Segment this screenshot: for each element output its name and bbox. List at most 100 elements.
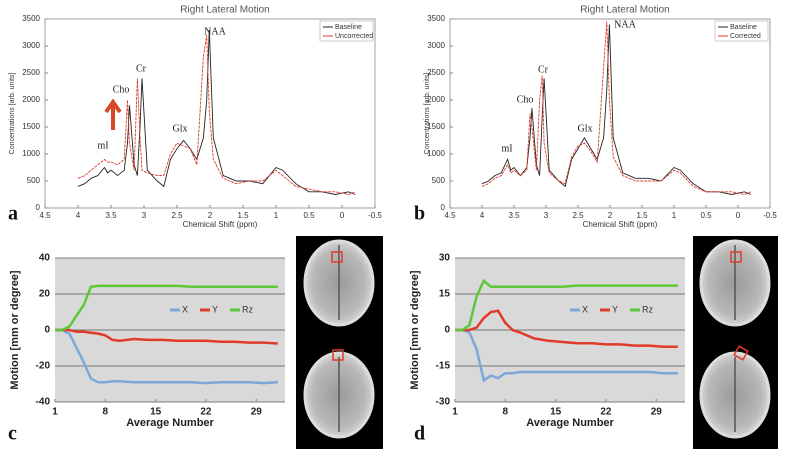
series-line [481, 21, 751, 195]
peak-label: Glx [578, 123, 593, 134]
series-line [55, 328, 278, 385]
legend-box [319, 20, 374, 42]
x-tick-label: 0 [736, 211, 741, 220]
y-tick-label: -20 [36, 361, 51, 372]
peak-label: Glx [173, 123, 188, 134]
y-tick-label: 3500 [22, 14, 40, 23]
panel-label: d [414, 423, 425, 445]
series-line [455, 278, 678, 332]
y-tick-label: 0 [44, 325, 50, 336]
y-tick-label: 15 [439, 289, 451, 300]
mri-images-d [693, 236, 778, 449]
series-line [481, 24, 751, 195]
peak-label: Cr [538, 64, 549, 75]
peak-label: NAA [204, 26, 226, 37]
y-tick-label: 0 [444, 325, 450, 336]
y-tick-label: 1500 [22, 122, 40, 131]
x-tick-label: 0 [340, 211, 345, 220]
legend-label: Baseline [335, 24, 362, 31]
chart-title: Right Lateral Motion [180, 5, 270, 16]
legend-label: Baseline [730, 24, 757, 31]
y-tick-label: 3000 [427, 41, 445, 50]
x-tick-label: 8 [103, 407, 109, 418]
peak-label: mI [97, 140, 108, 151]
y-tick-label: 2500 [22, 68, 40, 77]
x-tick-label: 3.5 [105, 211, 117, 220]
y-tick-label: 0 [36, 203, 41, 212]
peak-label: Cho [113, 84, 130, 95]
x-tick-label: 2 [608, 211, 613, 220]
y-axis-label: Motion [mm or degree] [9, 270, 21, 390]
x-tick-label: 0.5 [303, 211, 315, 220]
y-tick-label: 500 [432, 176, 446, 185]
series-line [77, 35, 356, 195]
legend-label: Y [212, 304, 218, 314]
panel-label: c [8, 423, 17, 445]
panel-label: a [8, 203, 18, 225]
y-tick-label: 30 [439, 253, 451, 264]
y-tick-label: 1000 [427, 149, 445, 158]
y-tick-label: -40 [36, 397, 51, 408]
y-tick-label: 1500 [427, 122, 445, 131]
x-axis-label: Chemical Shift (ppm) [583, 220, 658, 229]
x-tick-label: 22 [600, 407, 612, 418]
x-tick-label: 8 [503, 407, 509, 418]
x-tick-label: 15 [150, 407, 162, 418]
legend-label: Y [612, 304, 618, 314]
y-tick-label: 2000 [427, 95, 445, 104]
y-tick-label: 3500 [427, 14, 445, 23]
legend-label: Rz [242, 304, 253, 314]
x-tick-label: 1 [274, 211, 279, 220]
y-tick-label: 500 [27, 176, 41, 185]
peak-label: Cho [517, 94, 534, 105]
x-axis-label: Chemical Shift (ppm) [183, 220, 258, 229]
x-tick-label: 2.5 [171, 211, 183, 220]
y-tick-label: 20 [39, 289, 51, 300]
legend-label: Uncorrected [335, 33, 373, 40]
x-tick-label: 3 [544, 211, 549, 220]
x-tick-label: 4 [480, 211, 485, 220]
x-tick-label: 2 [208, 211, 213, 220]
peak-label: mI [501, 143, 512, 154]
x-tick-label: 29 [651, 407, 663, 418]
series-line [55, 284, 278, 332]
x-tick-label: 15 [550, 407, 562, 418]
x-tick-label: 1 [672, 211, 677, 220]
x-tick-label: 1 [452, 407, 458, 418]
mri-images-c [296, 236, 383, 449]
legend-label: X [582, 304, 588, 314]
x-tick-label: 3 [142, 211, 147, 220]
y-tick-label: -30 [436, 397, 451, 408]
peak-label: Cr [136, 63, 147, 74]
panel-label: b [414, 203, 425, 225]
x-tick-label: 4.5 [444, 211, 456, 220]
x-tick-label: -0.5 [763, 211, 777, 220]
series-line [55, 328, 278, 345]
y-tick-label: 3000 [22, 41, 40, 50]
y-tick-label: 2000 [22, 95, 40, 104]
x-tick-label: 1.5 [636, 211, 648, 220]
x-tick-label: 3.5 [508, 211, 520, 220]
peak-label: NAA [614, 19, 636, 30]
x-tick-label: 4 [76, 211, 81, 220]
arrow [104, 98, 122, 130]
y-tick-label: 0 [441, 203, 446, 212]
y-axis-label: Motion [mm or degree] [409, 270, 421, 390]
x-tick-label: 1 [52, 407, 58, 418]
x-tick-label: 22 [200, 407, 212, 418]
x-axis-label: Average Number [126, 417, 214, 429]
y-tick-label: 40 [39, 253, 51, 264]
chart-title: Right Lateral Motion [580, 5, 670, 16]
y-tick-label: -15 [436, 361, 451, 372]
legend-label: Corrected [730, 33, 761, 40]
x-tick-label: 29 [251, 407, 263, 418]
x-tick-label: 0.5 [700, 211, 712, 220]
legend-box [714, 20, 769, 42]
series-line [77, 29, 356, 195]
x-tick-label: 2.5 [572, 211, 584, 220]
x-tick-label: 4.5 [39, 211, 51, 220]
y-axis-label: Concentrations [arb. units] [9, 73, 16, 155]
y-axis-label: Concentrations [arb. units] [424, 73, 431, 155]
legend-label: Rz [642, 304, 653, 314]
